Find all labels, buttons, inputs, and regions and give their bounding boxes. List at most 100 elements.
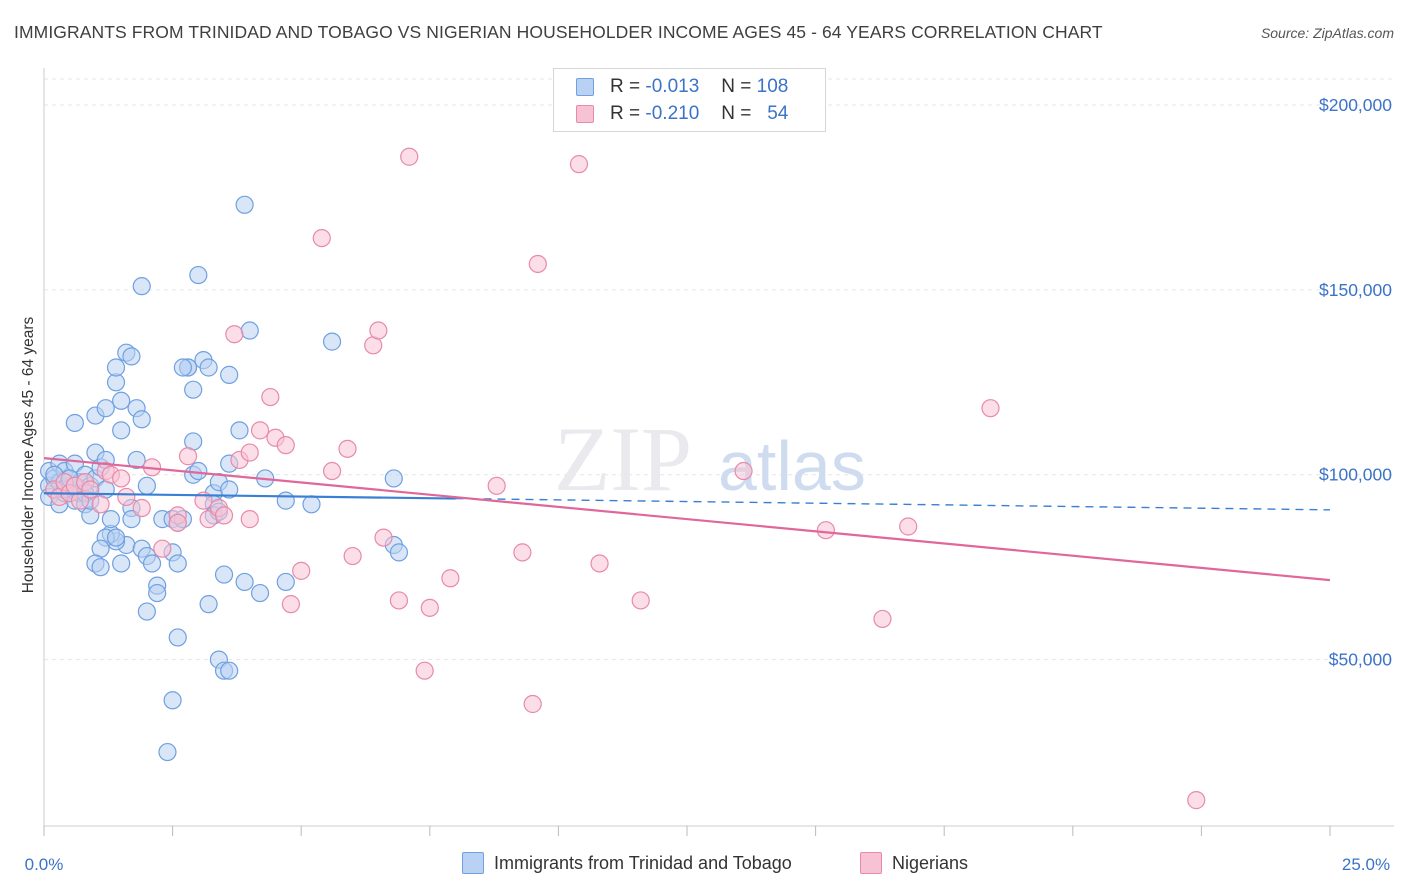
legend-swatch-blue bbox=[576, 78, 594, 96]
point-nigerian bbox=[734, 461, 753, 481]
point-nigerian bbox=[590, 554, 609, 573]
r-value: -0.013 bbox=[645, 76, 700, 97]
point-nigerian bbox=[178, 447, 198, 466]
point-nigerian bbox=[261, 387, 280, 407]
x-ticks bbox=[43, 826, 1331, 836]
point-nigerian bbox=[369, 321, 388, 340]
point-nigerian bbox=[343, 546, 362, 566]
point-nigerian bbox=[487, 476, 506, 495]
point-nigerian bbox=[214, 506, 234, 525]
point-nigerian bbox=[81, 480, 100, 499]
point-nigerian bbox=[292, 561, 311, 580]
n-label: N = bbox=[721, 103, 752, 124]
point-nigerian bbox=[153, 539, 172, 558]
point-nigerian bbox=[117, 487, 136, 507]
point-nigerian bbox=[523, 694, 542, 714]
point-nigerian bbox=[338, 439, 357, 458]
point-trinidad bbox=[132, 277, 151, 296]
point-trinidad bbox=[142, 554, 162, 573]
point-trinidad bbox=[240, 321, 259, 340]
point-trinidad bbox=[189, 461, 208, 481]
point-trinidad bbox=[137, 602, 156, 621]
legend-row-trinidad: R = -0.013 N = 108 bbox=[576, 74, 788, 100]
point-trinidad bbox=[106, 528, 126, 547]
point-nigerian bbox=[441, 569, 460, 588]
point-trinidad bbox=[389, 543, 409, 562]
y-tick-label: $100,000 bbox=[1319, 465, 1392, 485]
series-legend: Immigrants from Trinidad and Tobago Nige… bbox=[0, 852, 1406, 878]
y-tick-label: $50,000 bbox=[1329, 650, 1393, 670]
point-trinidad bbox=[189, 265, 208, 285]
y-tick-label: $150,000 bbox=[1319, 280, 1392, 300]
point-nigerian bbox=[400, 147, 419, 166]
point-trinidad bbox=[158, 742, 177, 762]
point-nigerian bbox=[240, 510, 259, 529]
legend-swatch-pink bbox=[860, 852, 882, 874]
point-nigerian bbox=[70, 491, 90, 510]
point-nigerian bbox=[168, 513, 187, 532]
point-trinidad bbox=[91, 558, 110, 577]
point-trinidad bbox=[112, 554, 131, 573]
point-trinidad bbox=[250, 583, 270, 603]
point-nigerian bbox=[415, 661, 434, 680]
point-nigerian bbox=[281, 595, 301, 614]
point-trinidad bbox=[235, 572, 254, 592]
point-trinidad bbox=[96, 399, 115, 418]
point-nigerian bbox=[240, 443, 259, 462]
grid-lines bbox=[44, 78, 1394, 661]
point-trinidad bbox=[168, 628, 187, 647]
point-trinidad bbox=[220, 480, 239, 499]
point-trinidad bbox=[220, 365, 239, 384]
point-nigerian bbox=[132, 498, 151, 518]
legend-label: Nigerians bbox=[892, 852, 969, 873]
chart-title: IMMIGRANTS FROM TRINIDAD AND TOBAGO VS N… bbox=[14, 22, 1103, 42]
point-nigerian bbox=[1187, 791, 1206, 810]
legend-item-nigerians[interactable]: Nigerians bbox=[860, 852, 968, 874]
point-trinidad bbox=[106, 358, 126, 377]
point-trinidad bbox=[214, 565, 234, 584]
y-axis-label: Householder Income Ages 45 - 64 years bbox=[20, 316, 37, 593]
r-value: -0.210 bbox=[645, 103, 700, 124]
point-trinidad bbox=[127, 450, 146, 470]
point-trinidad bbox=[199, 358, 218, 377]
point-trinidad bbox=[163, 691, 182, 710]
watermark: ZIP atlas bbox=[554, 408, 866, 510]
series-nigerians-points bbox=[45, 147, 1206, 810]
point-nigerian bbox=[420, 598, 439, 617]
point-trinidad bbox=[112, 421, 131, 440]
point-trinidad bbox=[65, 413, 84, 433]
legend-item-trinidad[interactable]: Immigrants from Trinidad and Tobago bbox=[462, 852, 792, 874]
source-label: Source: ZipAtlas.com bbox=[1260, 25, 1394, 41]
legend-label: Immigrants from Trinidad and Tobago bbox=[494, 852, 792, 873]
point-trinidad bbox=[112, 391, 131, 410]
point-trinidad bbox=[384, 469, 403, 488]
point-nigerian bbox=[873, 609, 892, 629]
point-nigerian bbox=[513, 543, 532, 562]
point-nigerian bbox=[322, 461, 342, 481]
legend-swatch-blue bbox=[462, 852, 484, 874]
point-nigerian bbox=[528, 254, 547, 274]
watermark-zip: ZIP bbox=[554, 408, 692, 510]
trend-line-trinidad bbox=[43, 492, 456, 500]
point-nigerian bbox=[389, 591, 409, 610]
point-nigerian bbox=[312, 228, 331, 248]
point-trinidad bbox=[220, 661, 239, 680]
point-nigerian bbox=[91, 495, 110, 514]
point-trinidad bbox=[235, 195, 254, 214]
point-nigerian bbox=[631, 591, 650, 610]
point-trinidad bbox=[276, 572, 295, 592]
series-trinidad-points bbox=[40, 195, 409, 762]
y-tick-labels: $50,000 $100,000 $150,000 $200,000 bbox=[1319, 95, 1392, 670]
point-trinidad bbox=[184, 380, 203, 399]
y-tick-label: $200,000 bbox=[1319, 95, 1392, 115]
point-trinidad bbox=[230, 421, 249, 440]
correlation-legend: R = -0.013 N = 108 R = -0.210 N = 54 bbox=[553, 68, 826, 132]
point-trinidad bbox=[168, 554, 187, 573]
n-value: 54 bbox=[767, 103, 789, 124]
point-trinidad bbox=[132, 410, 151, 429]
point-nigerian bbox=[112, 469, 131, 488]
legend-swatch-pink bbox=[576, 105, 594, 123]
point-trinidad bbox=[137, 476, 156, 495]
point-nigerian bbox=[225, 325, 244, 344]
